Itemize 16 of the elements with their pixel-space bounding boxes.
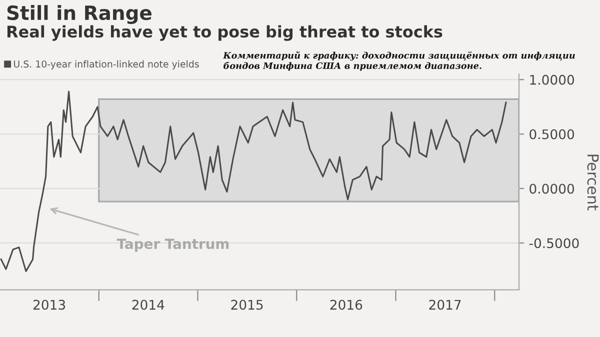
text: Комментарий к графику: доходности защищённых от инфляции бондов Минфина США в приемлемом диапазоне. (222, 51, 575, 71)
line-series (0, 90, 507, 272)
x-tick-label: 2013 (33, 300, 66, 310)
y-tick-label: -0.5000 (529, 238, 579, 248)
y-axis-title: Percent (587, 154, 599, 210)
legend-label: U.S. 10-year inflation-linked note yields (14, 60, 199, 70)
chart-title: Still in Range (7, 5, 152, 24)
x-tick-label: 2014 (132, 300, 164, 310)
chart-subtitle: Real yields have yet to pose big threat to stocks (7, 25, 442, 41)
x-tick-label: 2017 (429, 300, 461, 310)
y-tick-label: 1.0000 (530, 74, 574, 85)
annotation: Taper Tantrum (116, 238, 229, 252)
y-tick-label: 0.5000 (530, 129, 574, 140)
y-tick-label: 0.0000 (530, 184, 574, 194)
x-tick-label: 2016 (330, 300, 362, 310)
x-tick-label: 2015 (231, 300, 263, 310)
